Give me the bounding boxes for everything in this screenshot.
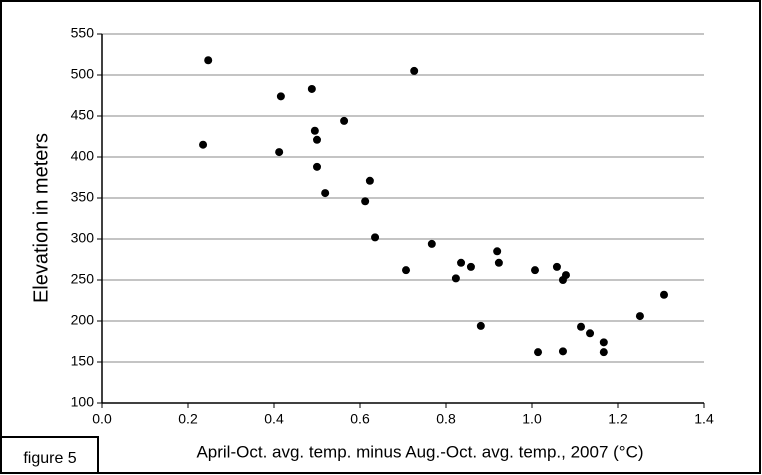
y-tick-label: 250 [71, 271, 95, 287]
y-tick-label: 150 [71, 353, 95, 369]
point [476, 321, 485, 330]
figure-label-box [1, 436, 99, 473]
point [410, 66, 419, 75]
point [493, 247, 502, 256]
x-tick-label: 0.8 [436, 411, 456, 427]
point [552, 262, 561, 271]
x-tick-label: 0.4 [264, 411, 284, 427]
point [534, 348, 543, 357]
x-axis-label: April-Oct. avg. temp. minus Aug.-Oct. av… [196, 442, 643, 461]
point [307, 84, 316, 93]
point [340, 116, 349, 125]
y-tick-label: 100 [71, 394, 95, 410]
point [599, 348, 608, 357]
point [457, 258, 466, 267]
point [635, 312, 644, 321]
point [275, 148, 284, 157]
point [199, 140, 208, 149]
y-tick-label: 400 [71, 148, 95, 164]
point [365, 176, 374, 185]
x-tick-label: 1.0 [522, 411, 542, 427]
point [660, 290, 669, 299]
y-tick-label: 350 [71, 189, 95, 205]
point [558, 276, 567, 284]
point [402, 266, 411, 275]
y-tick-label: 500 [71, 66, 95, 82]
point [310, 126, 319, 135]
point [313, 162, 321, 171]
y-tick-label: 300 [71, 230, 95, 246]
point [466, 262, 475, 271]
x-tick-label: 0.0 [92, 411, 112, 427]
x-tick-label: 0.2 [178, 411, 198, 427]
y-tick-label: 550 [71, 25, 95, 41]
point [494, 258, 503, 267]
point [313, 135, 321, 144]
x-tick-label: 0.6 [350, 411, 370, 427]
point [558, 347, 567, 356]
point [427, 239, 436, 248]
y-tick-label: 200 [71, 312, 95, 328]
point [204, 56, 213, 65]
point [451, 274, 460, 283]
point [586, 329, 595, 338]
point [531, 266, 540, 275]
point [321, 189, 330, 198]
point [577, 322, 586, 331]
x-tick-label: 1.2 [608, 411, 628, 427]
point [599, 338, 608, 347]
x-tick-label: 1.4 [694, 411, 714, 427]
point [371, 233, 380, 242]
y-tick-label: 450 [71, 107, 95, 123]
point [361, 197, 370, 206]
figure-label: figure 5 [23, 450, 76, 467]
y-axis-label: Elevation in meters [30, 133, 52, 303]
point [276, 92, 285, 101]
